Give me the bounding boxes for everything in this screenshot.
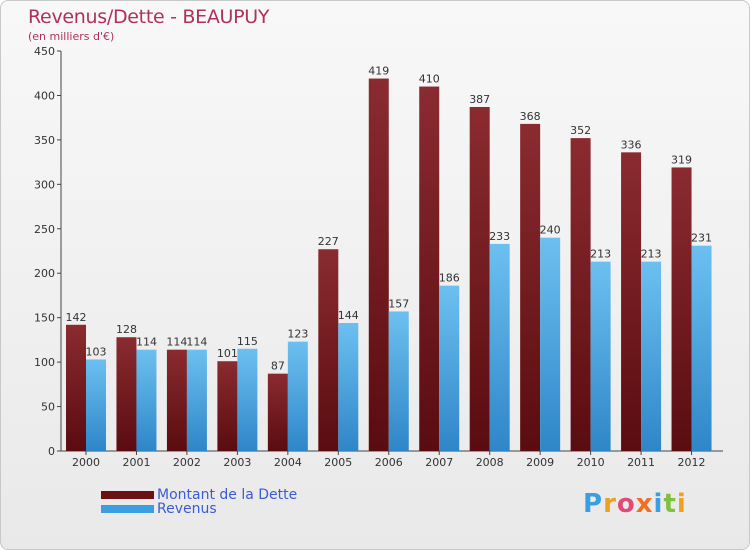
revenue-bar xyxy=(590,261,611,451)
revenue-value-label: 233 xyxy=(489,230,510,243)
x-tick-label: 2010 xyxy=(577,456,605,469)
logo-letter: P xyxy=(583,489,604,519)
revenue-value-label: 213 xyxy=(590,248,611,261)
debt-value-label: 101 xyxy=(217,347,238,360)
debt-value-label: 352 xyxy=(570,124,591,137)
debt-bar xyxy=(267,373,288,451)
x-tick-label: 2001 xyxy=(122,456,150,469)
debt-value-label: 368 xyxy=(520,110,541,123)
revenue-bar xyxy=(338,323,359,451)
debt-bar xyxy=(419,86,440,452)
debt-value-label: 336 xyxy=(621,138,642,151)
x-tick-label: 2007 xyxy=(425,456,453,469)
debt-value-label: 319 xyxy=(671,153,692,166)
debt-value-label: 142 xyxy=(66,311,87,324)
revenue-value-label: 144 xyxy=(338,309,359,322)
revenue-value-label: 186 xyxy=(439,272,460,285)
x-tick-label: 2011 xyxy=(627,456,655,469)
revenue-value-label: 240 xyxy=(540,224,561,237)
chart-subtitle: (en milliers d'€) xyxy=(28,30,115,43)
revenue-value-label: 157 xyxy=(388,297,409,310)
debt-bar xyxy=(217,361,238,451)
revenue-bar xyxy=(691,245,712,451)
y-tick-label: 450 xyxy=(34,45,55,58)
debt-bar xyxy=(671,167,692,451)
x-tick-label: 2000 xyxy=(72,456,100,469)
revenue-value-label: 115 xyxy=(237,335,258,348)
revenue-bar xyxy=(388,311,409,451)
revenue-bar xyxy=(287,341,308,451)
x-tick-label: 2003 xyxy=(223,456,251,469)
revenue-bar xyxy=(540,237,561,451)
debt-bar xyxy=(166,349,187,451)
debt-bar xyxy=(318,249,339,451)
debt-bar xyxy=(116,337,137,451)
y-tick-label: 200 xyxy=(34,267,55,280)
y-tick-label: 300 xyxy=(34,178,55,191)
debt-bar xyxy=(520,123,541,451)
logo-letter: i xyxy=(676,489,687,519)
legend-item-revenue: Revenus xyxy=(101,501,217,517)
revenue-bar xyxy=(136,349,157,451)
revenue-value-label: 213 xyxy=(641,248,662,261)
logo-letter: x xyxy=(635,489,654,519)
logo-letter: r xyxy=(603,489,617,519)
logo-letter: t xyxy=(663,489,677,519)
revenue-value-label: 114 xyxy=(186,336,207,349)
legend-label-debt: Montant de la Dette xyxy=(157,487,298,503)
revenue-value-label: 114 xyxy=(136,336,157,349)
x-tick-label: 2009 xyxy=(526,456,554,469)
revenue-bar xyxy=(641,261,662,451)
revenue-bar xyxy=(186,349,207,451)
debt-bar xyxy=(570,138,591,451)
proxiti-logo: Proxiti xyxy=(583,489,687,519)
debt-value-label: 419 xyxy=(368,65,389,78)
revenue-bar xyxy=(439,285,460,451)
debt-bar xyxy=(368,78,389,452)
debt-bar xyxy=(621,152,642,452)
chart-title: Revenus/Dette - BEAUPUY xyxy=(28,6,270,28)
legend-item-debt: Montant de la Dette xyxy=(101,487,297,503)
x-tick-label: 2012 xyxy=(678,456,706,469)
revenue-value-label: 123 xyxy=(287,328,308,341)
x-tick-label: 2002 xyxy=(173,456,201,469)
revenue-bar xyxy=(489,243,510,451)
revenue-value-label: 103 xyxy=(86,345,107,358)
debt-value-label: 87 xyxy=(271,360,285,373)
x-tick-label: 2008 xyxy=(476,456,504,469)
revenue-bar xyxy=(237,348,258,451)
y-tick-label: 0 xyxy=(48,445,55,458)
y-tick-label: 150 xyxy=(34,312,55,325)
y-tick-label: 250 xyxy=(34,223,55,236)
debt-bar xyxy=(469,107,490,451)
x-tick-label: 2004 xyxy=(274,456,302,469)
revenue-bar xyxy=(86,359,106,451)
debt-value-label: 128 xyxy=(116,323,137,336)
y-tick-label: 50 xyxy=(41,401,55,414)
x-tick-label: 2005 xyxy=(324,456,352,469)
logo-letter: o xyxy=(616,489,636,519)
logo-letter: i xyxy=(653,489,664,519)
y-tick-label: 350 xyxy=(34,134,55,147)
legend-label-revenue: Revenus xyxy=(157,501,217,517)
debt-bar xyxy=(66,324,86,451)
debt-value-label: 410 xyxy=(419,73,440,86)
legend-swatch-revenue xyxy=(101,505,154,513)
debt-value-label: 114 xyxy=(166,336,187,349)
debt-value-label: 387 xyxy=(469,93,490,106)
legend-swatch-debt xyxy=(101,491,154,499)
y-tick-label: 100 xyxy=(34,356,55,369)
revenue-value-label: 231 xyxy=(691,232,712,245)
debt-value-label: 227 xyxy=(318,235,339,248)
x-tick-label: 2006 xyxy=(375,456,403,469)
y-tick-label: 400 xyxy=(34,89,55,102)
